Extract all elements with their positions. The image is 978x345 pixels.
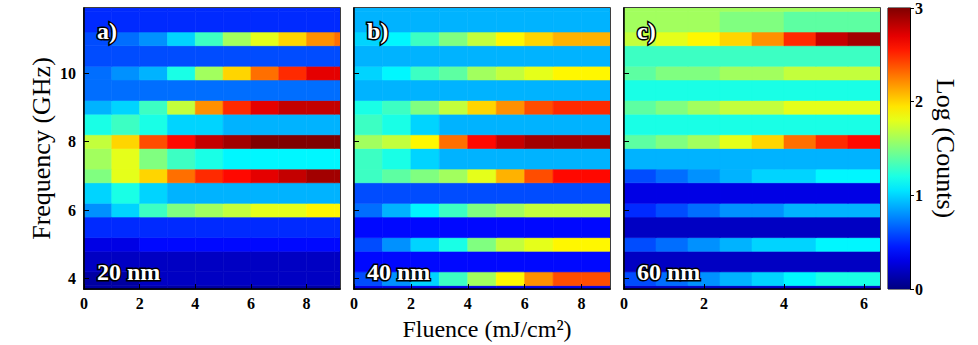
svg-text:0: 0 <box>80 295 88 312</box>
svg-text:0: 0 <box>620 295 628 312</box>
svg-text:a): a) <box>97 18 117 44</box>
svg-text:2: 2 <box>700 295 708 312</box>
svg-text:6: 6 <box>247 295 255 312</box>
svg-text:8: 8 <box>578 295 586 312</box>
svg-text:Fluence (mJ/cm²): Fluence (mJ/cm²) <box>402 316 571 342</box>
svg-text:3: 3 <box>915 0 923 17</box>
svg-text:2: 2 <box>915 93 923 110</box>
svg-text:4: 4 <box>191 295 199 312</box>
svg-text:4: 4 <box>464 295 472 312</box>
svg-text:1: 1 <box>915 187 923 204</box>
svg-text:b): b) <box>367 18 388 44</box>
svg-text:6: 6 <box>68 202 76 219</box>
svg-text:40 nm: 40 nm <box>367 259 430 285</box>
svg-text:4: 4 <box>780 295 788 312</box>
svg-text:Log (Counts): Log (Counts) <box>931 79 960 218</box>
svg-text:Frequency (GHz): Frequency (GHz) <box>27 57 56 240</box>
svg-text:6: 6 <box>521 295 529 312</box>
svg-text:0: 0 <box>350 295 358 312</box>
svg-text:6: 6 <box>860 295 868 312</box>
svg-text:8: 8 <box>303 295 311 312</box>
svg-text:8: 8 <box>68 133 76 150</box>
svg-text:0: 0 <box>915 281 923 298</box>
svg-text:10: 10 <box>60 65 76 82</box>
svg-text:c): c) <box>637 18 656 44</box>
svg-text:4: 4 <box>68 270 76 287</box>
svg-text:2: 2 <box>407 295 415 312</box>
svg-text:2: 2 <box>136 295 144 312</box>
svg-text:60 nm: 60 nm <box>637 259 700 285</box>
svg-text:20 nm: 20 nm <box>97 259 160 285</box>
